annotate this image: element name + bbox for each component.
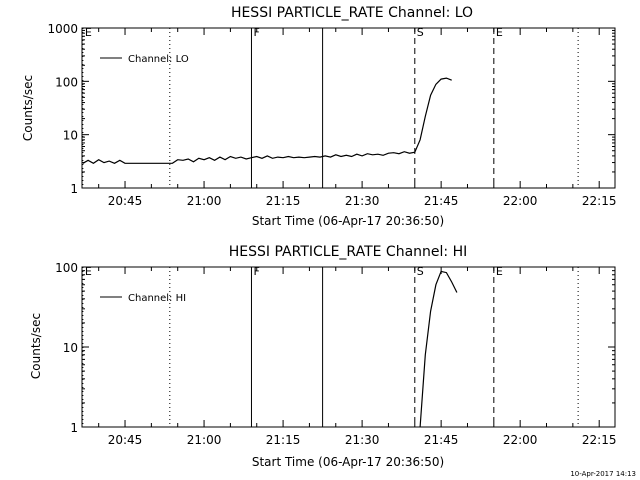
event-marker-label: E xyxy=(496,26,503,39)
x-tick-label: 21:45 xyxy=(424,194,459,208)
y-axis-label: Counts/sec xyxy=(21,75,35,141)
x-tick-label: 21:00 xyxy=(187,194,222,208)
data-series-line xyxy=(82,77,452,165)
x-tick-label: 21:15 xyxy=(266,433,301,447)
x-tick-label: 21:30 xyxy=(345,194,380,208)
x-tick-label: 22:00 xyxy=(503,433,538,447)
y-axis-label: Counts/sec xyxy=(29,313,43,379)
event-marker-label: E xyxy=(85,265,92,278)
x-axis-label: Start Time (06-Apr-17 20:36:50) xyxy=(252,455,444,469)
y-tick-label: 100 xyxy=(55,75,78,89)
event-marker-label: E xyxy=(496,265,503,278)
chart-title: HESSI PARTICLE_RATE Channel: LO xyxy=(231,5,473,21)
event-marker-label: S xyxy=(417,26,424,39)
chart-title: HESSI PARTICLE_RATE Channel: HI xyxy=(229,244,467,260)
y-tick-label: 1 xyxy=(70,421,78,435)
plot-frame xyxy=(81,27,616,189)
event-marker-label: F xyxy=(253,26,259,39)
panel-lo: HESSI PARTICLE_RATE Channel: LO Counts/s… xyxy=(21,5,616,228)
event-marker-label: S xyxy=(417,265,424,278)
x-tick-label: 21:30 xyxy=(345,433,380,447)
event-marker-label: E xyxy=(85,26,92,39)
y-tick-label: 10 xyxy=(63,341,78,355)
x-axis-label: Start Time (06-Apr-17 20:36:50) xyxy=(252,214,444,228)
panel-hi: HESSI PARTICLE_RATE Channel: HI Counts/s… xyxy=(29,244,616,469)
x-tick-label: 22:15 xyxy=(582,433,617,447)
y-tick-label: 10 xyxy=(63,129,78,143)
x-tick-label: 22:15 xyxy=(582,194,617,208)
x-tick-label: 21:45 xyxy=(424,433,459,447)
timestamp: 10-Apr-2017 14:13 xyxy=(570,470,636,478)
data-series-line xyxy=(419,270,458,428)
x-tick-label: 20:45 xyxy=(108,194,143,208)
y-tick-label: 1000 xyxy=(47,22,78,36)
y-tick-label: 100 xyxy=(55,261,78,275)
y-tick-label: 1 xyxy=(70,182,78,196)
x-tick-label: 21:15 xyxy=(266,194,301,208)
x-tick-label: 22:00 xyxy=(503,194,538,208)
legend-label: Channel: HI xyxy=(128,293,186,304)
x-tick-label: 21:00 xyxy=(187,433,222,447)
x-tick-label: 20:45 xyxy=(108,433,143,447)
event-marker-label: F xyxy=(253,265,259,278)
legend-label: Channel: LO xyxy=(128,54,189,65)
